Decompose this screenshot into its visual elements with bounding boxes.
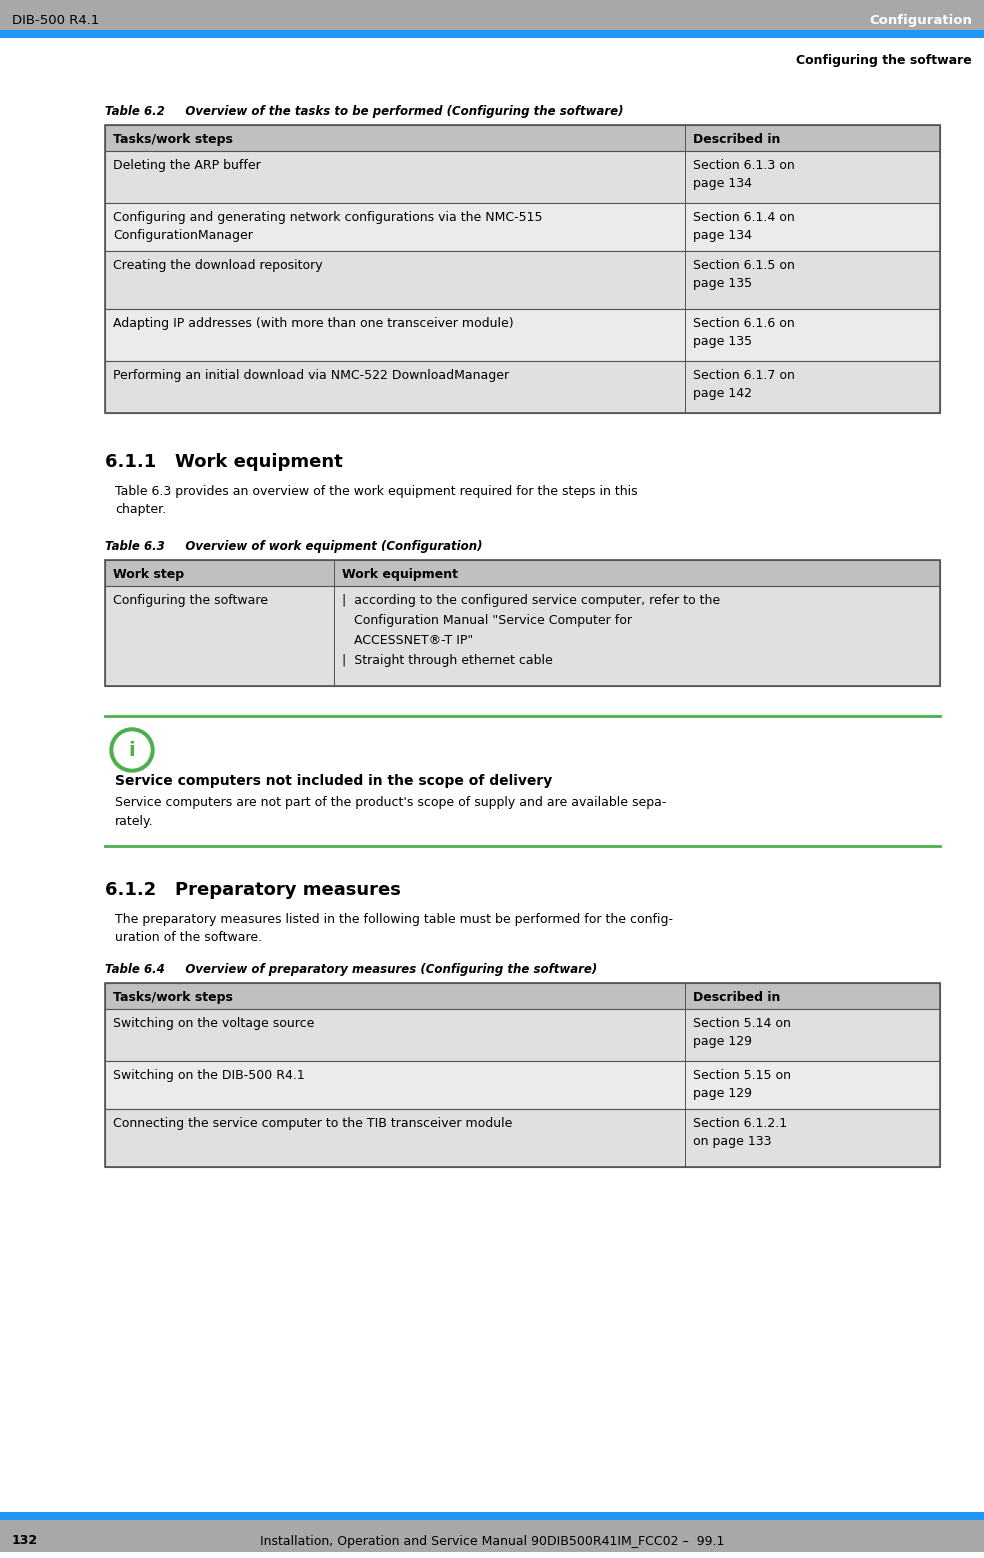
Text: ACCESSNET®-T IP": ACCESSNET®-T IP": [342, 634, 473, 647]
Bar: [105, 361, 940, 413]
Bar: [105, 559, 940, 686]
Bar: [685, 1109, 686, 1167]
Text: Deleting the ARP buffer: Deleting the ARP buffer: [113, 159, 261, 171]
Text: DIB-500 R4.1: DIB-500 R4.1: [12, 14, 99, 26]
Text: |  according to the configured service computer, refer to the: | according to the configured service co…: [342, 594, 720, 608]
Bar: [0, 1521, 984, 1552]
Text: Adapting IP addresses (with more than one transceiver module): Adapting IP addresses (with more than on…: [113, 316, 514, 330]
Text: Table 6.2     Overview of the tasks to be performed (Configuring the software): Table 6.2 Overview of the tasks to be pe…: [105, 104, 624, 118]
Text: Section 6.1.4 on
page 134: Section 6.1.4 on page 134: [693, 210, 795, 241]
Text: 6.1.2   Preparatory measures: 6.1.2 Preparatory measures: [105, 880, 400, 899]
Text: Service computers not included in the scope of delivery: Service computers not included in the sc…: [115, 774, 552, 788]
Bar: [685, 151, 686, 203]
Text: Table 6.3     Overview of work equipment (Configuration): Table 6.3 Overview of work equipment (Co…: [105, 541, 482, 553]
Text: Described in: Described in: [693, 991, 780, 1003]
Text: Switching on the DIB-500 R4.1: Switching on the DIB-500 R4.1: [113, 1069, 305, 1081]
Bar: [685, 361, 686, 413]
Bar: [334, 559, 335, 586]
Text: The preparatory measures listed in the following table must be performed for the: The preparatory measures listed in the f…: [115, 913, 673, 944]
Bar: [0, 1511, 984, 1521]
Bar: [105, 203, 940, 251]
Text: Configuring and generating network configurations via the NMC-515
ConfigurationM: Configuring and generating network confi…: [113, 210, 542, 241]
Text: Installation, Operation and Service Manual 90DIB500R41IM_FCC02 –  99.1: Installation, Operation and Service Manu…: [260, 1535, 724, 1547]
Bar: [0, 0, 984, 30]
Text: Section 5.14 on
page 129: Section 5.14 on page 129: [693, 1017, 791, 1049]
Text: |  Straight through ethernet cable: | Straight through ethernet cable: [342, 654, 553, 667]
Bar: [105, 308, 940, 361]
Text: Section 6.1.6 on
page 135: Section 6.1.6 on page 135: [693, 316, 795, 347]
Text: Work equipment: Work equipment: [342, 567, 458, 581]
Bar: [685, 125, 686, 151]
Text: Table 6.3 provides an overview of the work equipment required for the steps in t: Table 6.3 provides an overview of the wo…: [115, 485, 638, 516]
Bar: [105, 983, 940, 1167]
Bar: [334, 586, 335, 686]
Bar: [685, 1061, 686, 1109]
Text: Section 5.15 on
page 129: Section 5.15 on page 129: [693, 1069, 791, 1100]
Bar: [685, 1010, 686, 1061]
Text: Configuring the software: Configuring the software: [113, 594, 268, 608]
Bar: [0, 30, 984, 37]
Text: Tasks/work steps: Tasks/work steps: [113, 132, 233, 145]
Bar: [105, 559, 940, 586]
Bar: [685, 251, 686, 308]
Text: Table 6.4     Overview of preparatory measures (Configuring the software): Table 6.4 Overview of preparatory measur…: [105, 963, 597, 975]
Text: 6.1.1   Work equipment: 6.1.1 Work equipment: [105, 453, 342, 471]
Bar: [105, 1010, 940, 1061]
Text: Work step: Work step: [113, 567, 184, 581]
Text: Configuring the software: Configuring the software: [796, 53, 972, 67]
Text: Service computers are not part of the product's scope of supply and are availabl: Service computers are not part of the pr…: [115, 796, 666, 827]
Bar: [105, 125, 940, 413]
Text: Section 6.1.3 on
page 134: Section 6.1.3 on page 134: [693, 159, 795, 190]
Circle shape: [114, 732, 150, 768]
Text: Described in: Described in: [693, 132, 780, 145]
Bar: [105, 1061, 940, 1109]
Bar: [105, 151, 940, 203]
Bar: [105, 1109, 940, 1167]
Bar: [685, 203, 686, 251]
Bar: [105, 983, 940, 1010]
Text: Performing an initial download via NMC-522 DownloadManager: Performing an initial download via NMC-5…: [113, 369, 509, 382]
Bar: [685, 308, 686, 361]
Bar: [685, 983, 686, 1010]
Bar: [105, 251, 940, 308]
Bar: [105, 125, 940, 151]
Bar: [105, 586, 940, 686]
Text: Section 6.1.7 on
page 142: Section 6.1.7 on page 142: [693, 369, 795, 400]
Text: Configuration Manual "Service Computer for: Configuration Manual "Service Computer f…: [342, 614, 632, 626]
Text: Configuration: Configuration: [869, 14, 972, 26]
Text: Creating the download repository: Creating the download repository: [113, 259, 323, 273]
Text: Switching on the voltage source: Switching on the voltage source: [113, 1017, 314, 1030]
Text: Tasks/work steps: Tasks/work steps: [113, 991, 233, 1003]
Text: Section 6.1.5 on
page 135: Section 6.1.5 on page 135: [693, 259, 795, 290]
Text: i: i: [129, 740, 136, 759]
Text: 132: 132: [12, 1535, 38, 1547]
Circle shape: [110, 728, 154, 773]
Text: Connecting the service computer to the TIB transceiver module: Connecting the service computer to the T…: [113, 1117, 513, 1130]
Text: Section 6.1.2.1
on page 133: Section 6.1.2.1 on page 133: [693, 1117, 787, 1148]
